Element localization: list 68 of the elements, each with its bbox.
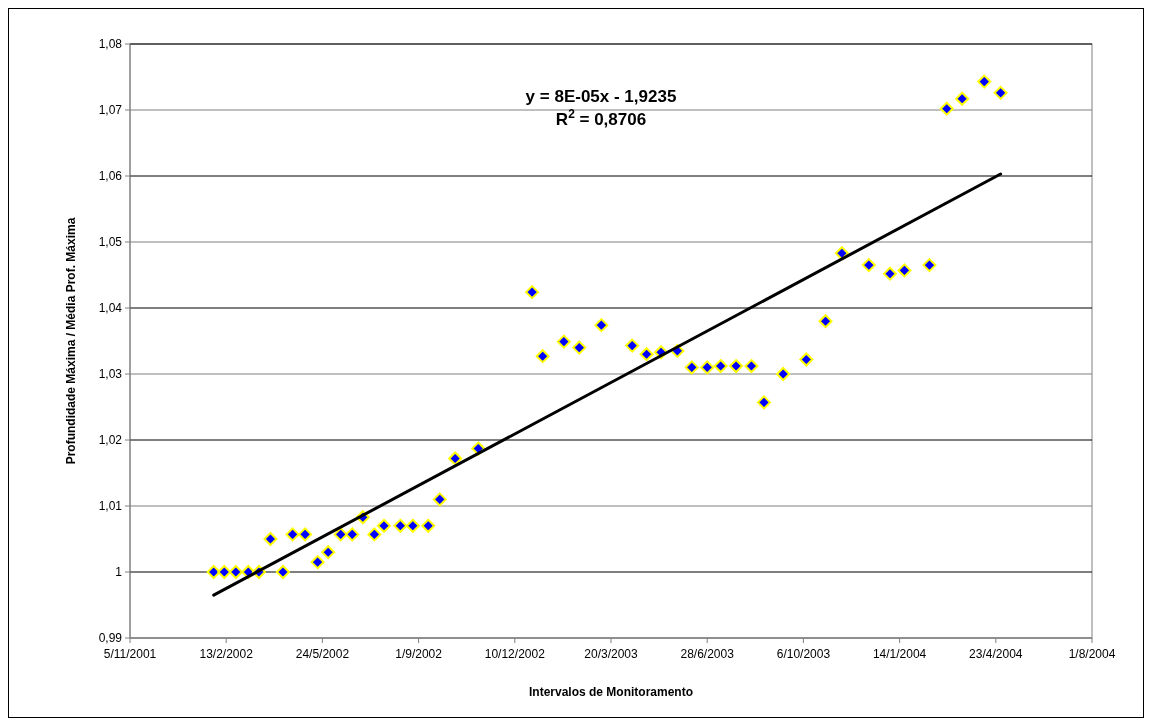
x-tick-label: 13/2/2002 [199, 647, 254, 661]
x-tick-label: 20/3/2003 [584, 647, 639, 661]
point [448, 451, 463, 466]
x-tick-label: 1/9/2002 [395, 647, 443, 661]
x-tick-label: 14/1/2004 [872, 647, 927, 661]
y-tick-label: 1,03 [98, 367, 123, 382]
point [556, 334, 571, 349]
x-tick-label: 10/12/2002 [484, 647, 546, 661]
x-tick-label: 6/10/2003 [776, 647, 831, 661]
point [639, 347, 654, 362]
point [298, 527, 313, 542]
point [345, 527, 360, 542]
annotation: R$^{2}$ = 0,8706 [555, 107, 647, 129]
point [922, 258, 937, 273]
point [882, 266, 897, 281]
point [285, 527, 300, 542]
point [776, 367, 791, 381]
y-tick-label: 1 [115, 565, 123, 580]
point [405, 518, 420, 533]
annotation: y = 8E-05x - 1,9235 [525, 87, 677, 106]
point [713, 359, 728, 374]
point [263, 532, 278, 546]
point [333, 527, 348, 542]
point [939, 101, 954, 116]
point [993, 85, 1008, 100]
point [535, 349, 550, 364]
point [756, 395, 771, 410]
y-tick-label: 1,01 [98, 499, 123, 514]
point [799, 352, 814, 367]
point [432, 492, 447, 507]
point [861, 258, 876, 273]
x-axis-title: Intervalos de Monitoramento [528, 685, 694, 699]
point [393, 518, 408, 533]
y-tick-label: 1,05 [98, 235, 123, 250]
point [572, 340, 587, 355]
point [525, 285, 540, 300]
point [834, 246, 849, 261]
y-tick-label: 0,99 [98, 631, 123, 646]
point [684, 360, 699, 375]
y-tick-label: 1,08 [98, 37, 123, 52]
point [217, 565, 232, 579]
y-tick-label: 1,04 [98, 301, 123, 316]
point [310, 555, 325, 570]
x-tick-label: 24/5/2002 [295, 647, 350, 661]
y-tick-label: 1,06 [98, 169, 123, 184]
point [594, 318, 609, 333]
point [275, 565, 290, 579]
point [700, 360, 715, 375]
point [421, 518, 436, 533]
point [206, 565, 221, 579]
point [376, 518, 391, 533]
point [897, 263, 912, 278]
point [625, 338, 640, 353]
point [228, 565, 243, 579]
point [977, 74, 992, 89]
y-tick-label: 1,02 [98, 433, 123, 448]
point [955, 91, 970, 106]
x-tick-label: 28/6/2003 [680, 647, 735, 661]
point [729, 359, 744, 374]
y-axis-title: Profundidade Máxima / Média Prof. Máxima [64, 217, 78, 465]
x-tick-label: 5/11/2001 [103, 647, 157, 661]
point [367, 527, 382, 542]
point [744, 359, 759, 374]
x-tick-label: 1/8/2004 [1068, 647, 1116, 661]
x-tick-label: 23/4/2004 [969, 647, 1023, 661]
point [818, 314, 833, 329]
y-tick-label: 1,07 [98, 103, 123, 118]
point [321, 545, 336, 560]
